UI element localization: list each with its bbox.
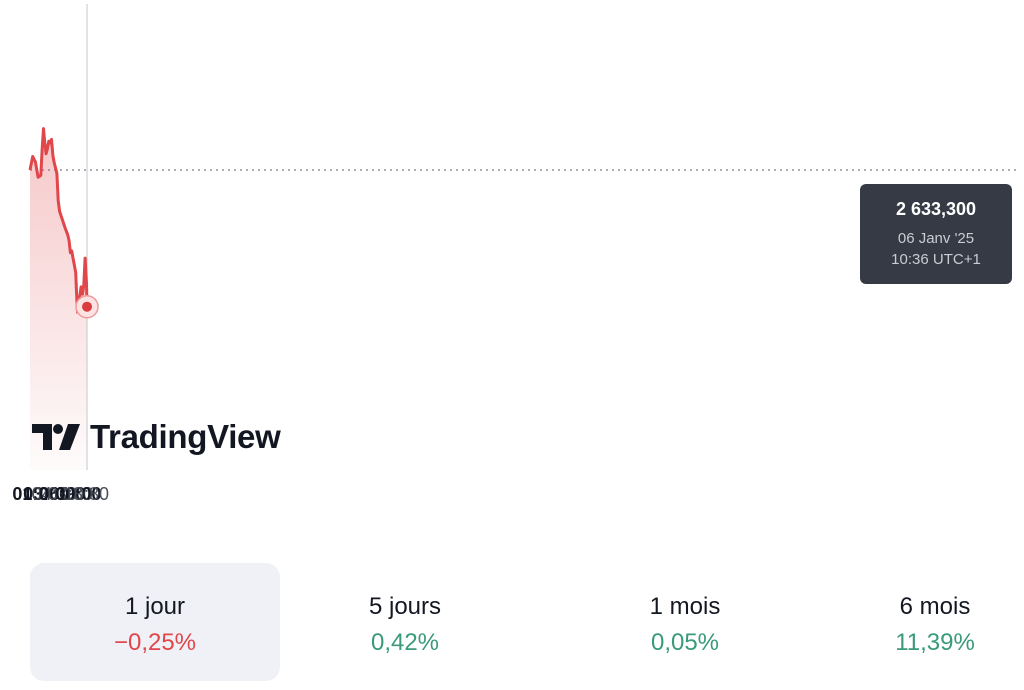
period-label: 6 mois: [899, 593, 971, 620]
tooltip-time: 10:36 UTC+1: [891, 251, 981, 268]
x-tick-label: 06:00: [39, 484, 86, 504]
x-tick-label: 10:30: [63, 484, 110, 504]
x-tick-label: 07:30: [47, 484, 93, 504]
price-chart[interactable]: TradingView 2 633,300 06 Janv '25 10:36 …: [0, 0, 1024, 480]
tooltip-date: 06 Janv '25: [897, 230, 975, 247]
x-tick-label: 04:30: [31, 484, 77, 504]
tradingview-logo: TradingView: [32, 418, 281, 456]
x-tick-label: 03:00: [23, 484, 70, 504]
tooltip-value: 2 633,300: [895, 199, 977, 219]
period-label: 1 mois: [649, 593, 721, 620]
period-change: 11,39%: [895, 629, 975, 656]
period-label: 1 jour: [124, 593, 186, 620]
period-tab-1-month[interactable]: 1 mois 0,05%: [560, 563, 810, 681]
period-selector: 1 jour −0,25% 5 jours 0,42% 1 mois 0,05%…: [30, 563, 1024, 681]
period-tab-6-months[interactable]: 6 mois 11,39%: [810, 563, 1024, 681]
period-tab-5-days[interactable]: 5 jours 0,42%: [280, 563, 530, 681]
price-tooltip: 2 633,300 06 Janv '25 10:36 UTC+1: [860, 184, 1012, 284]
period-change: 0,05%: [650, 629, 720, 656]
tradingview-logo-text: TradingView: [90, 418, 281, 455]
period-tab-1-day[interactable]: 1 jour −0,25%: [30, 563, 280, 681]
price-line-series: [28, 127, 89, 314]
tradingview-logo-icon: [32, 424, 80, 450]
period-change: −0,25%: [113, 629, 197, 656]
x-tick-label: 01:00: [12, 484, 59, 504]
hover-point-dot: [82, 301, 93, 312]
price-area-fill: [30, 128, 87, 470]
period-label: 5 jours: [368, 593, 442, 620]
time-axis: 01:00 03:00 04:30 06:00 07:30 09:00 10:3…: [0, 484, 1024, 510]
price-chart-svg[interactable]: [0, 0, 1024, 480]
x-tick-label: 09:00: [55, 484, 102, 504]
period-change: 0,42%: [370, 629, 440, 656]
